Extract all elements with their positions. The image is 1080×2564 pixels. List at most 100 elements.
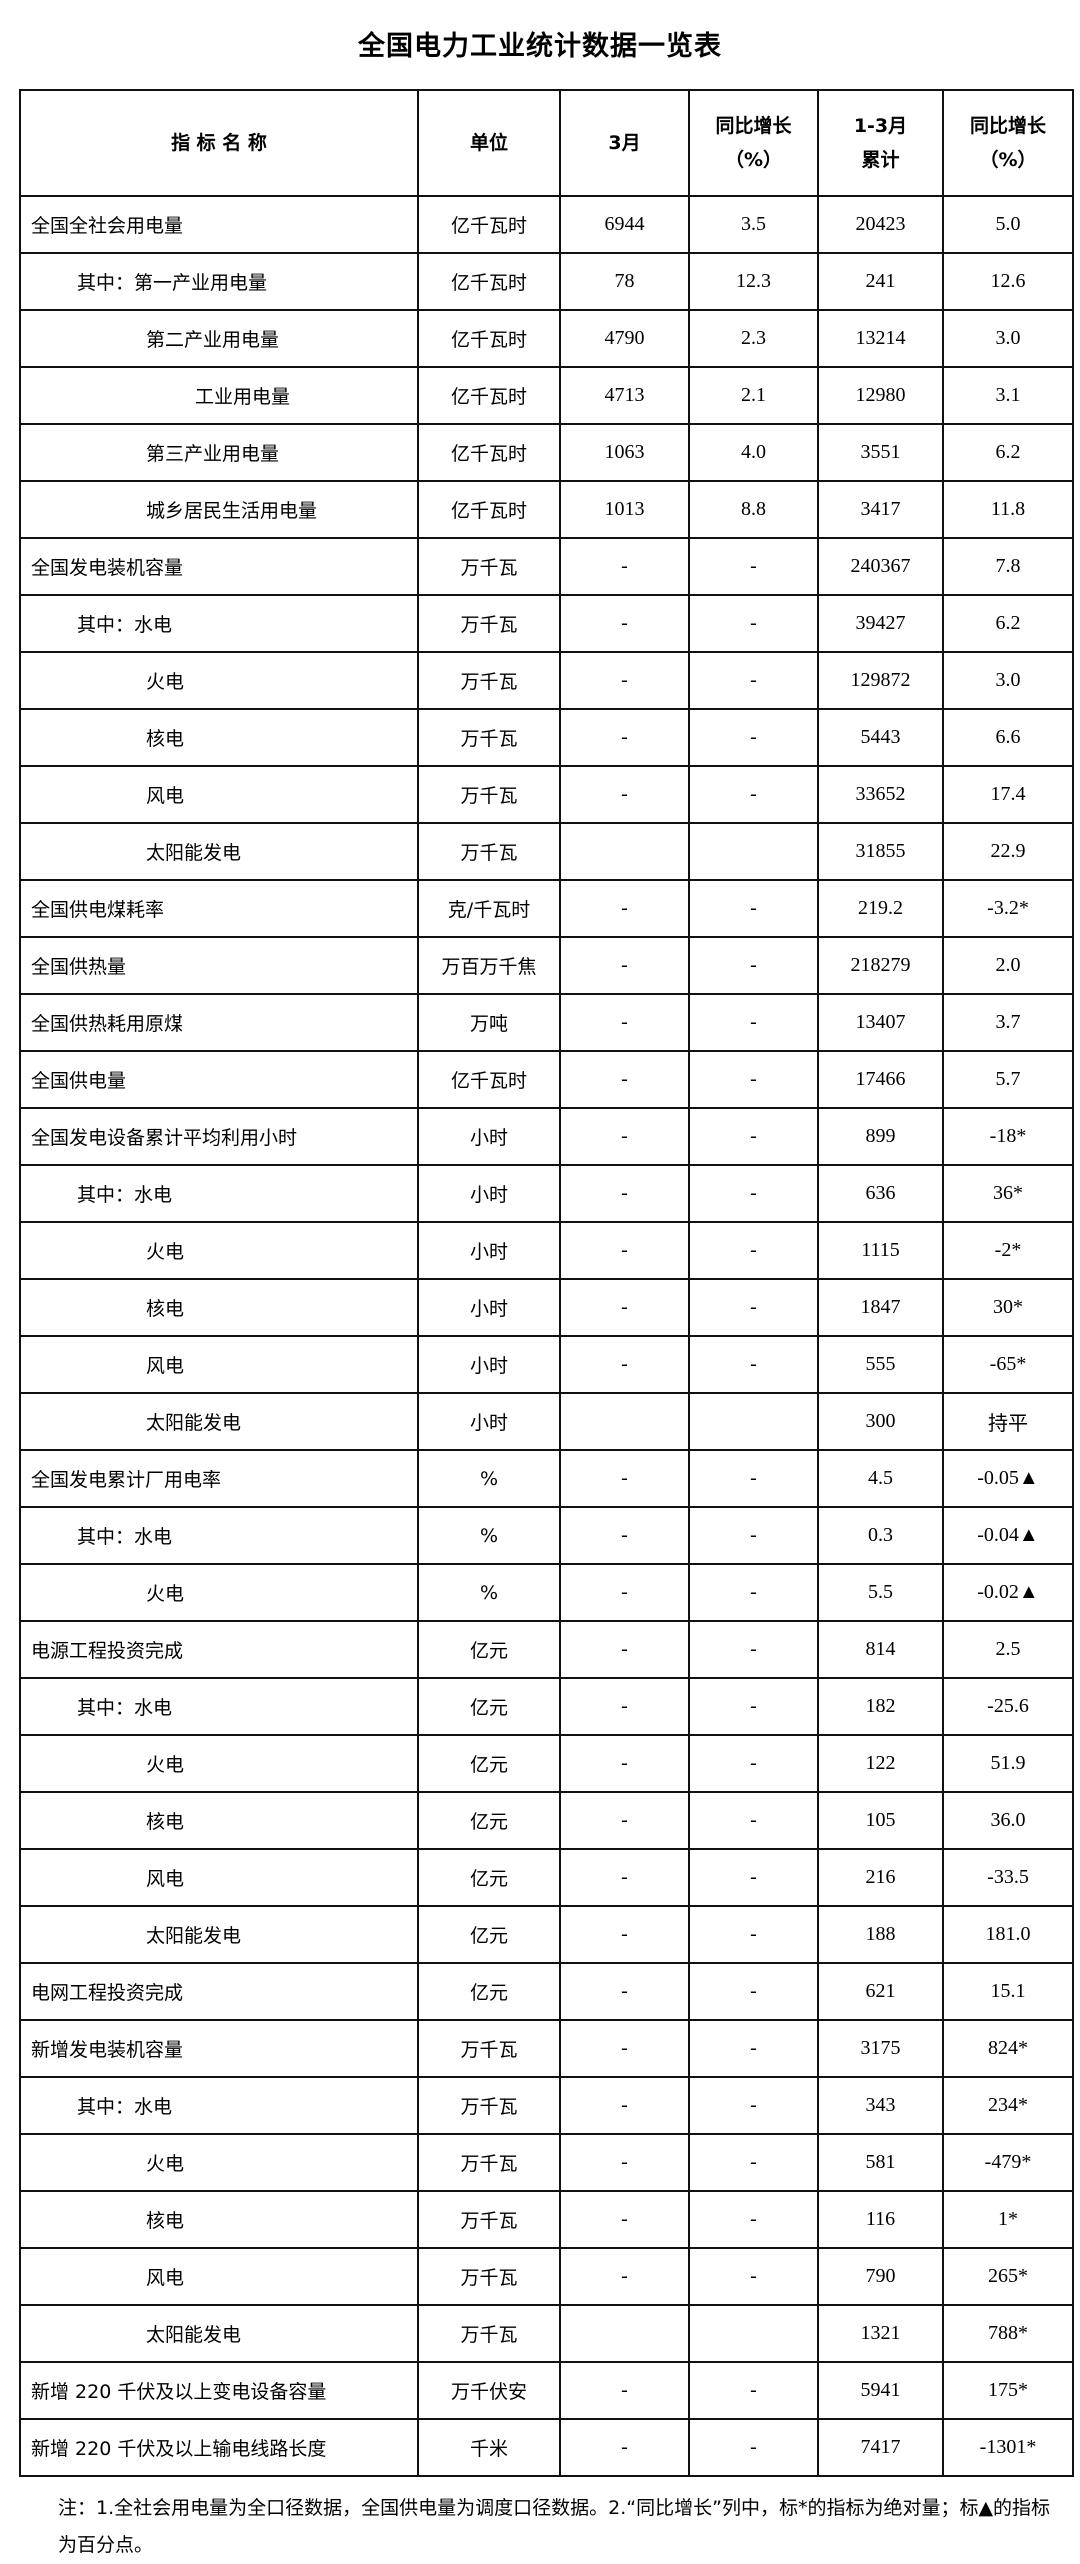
month-yoy-cell: - xyxy=(688,594,819,653)
indicator-cell: 核电 xyxy=(19,1791,419,1850)
unit-cell: 万千瓦 xyxy=(417,651,561,710)
month-value-cell: - xyxy=(559,1164,690,1223)
cumulative-value-cell: 39427 xyxy=(817,594,944,653)
cumulative-value-cell: 5941 xyxy=(817,2361,944,2420)
table-row: 其中：水电 万千瓦 - -39427 6.2 xyxy=(19,594,1074,653)
cumulative-yoy-cell: -33.5 xyxy=(942,1848,1074,1907)
indicator-cell: 太阳能发电 xyxy=(19,822,419,881)
cumulative-yoy-cell: 3.0 xyxy=(942,651,1074,710)
indicator-cell: 其中：水电 xyxy=(19,1677,419,1736)
month-value-cell: - xyxy=(559,1620,690,1679)
indicator-cell: 城乡居民生活用电量 xyxy=(19,480,419,539)
month-yoy-cell: - xyxy=(688,1620,819,1679)
unit-cell: 万千瓦 xyxy=(417,2190,561,2249)
month-value-cell: - xyxy=(559,2019,690,2078)
month-yoy-cell xyxy=(688,1392,819,1451)
table-row: 全国全社会用电量 亿千瓦时 6944 3.5 20423 5.0 xyxy=(19,195,1074,254)
cumulative-value-cell: 17466 xyxy=(817,1050,944,1109)
indicator-cell: 太阳能发电 xyxy=(19,2304,419,2363)
unit-cell: 万千瓦 xyxy=(417,822,561,881)
unit-cell: 小时 xyxy=(417,1278,561,1337)
month-value-cell: - xyxy=(559,1107,690,1166)
statistics-table: 指 标 名 称单位 3月 同比增长 （%） 1-3月 累计 同比增长 （%） 全国全社会… xyxy=(19,89,1074,2477)
cumulative-yoy-cell: 265* xyxy=(942,2247,1074,2306)
table-row: 全国供热耗用原煤 万吨 - -13407 3.7 xyxy=(19,993,1074,1052)
table-row: 城乡居民生活用电量 亿千瓦时 1013 8.8 3417 11.8 xyxy=(19,480,1074,539)
cumulative-yoy-cell: 175* xyxy=(942,2361,1074,2420)
unit-cell: 万千瓦 xyxy=(417,2304,561,2363)
month-value-cell: - xyxy=(559,1734,690,1793)
month-yoy-cell: - xyxy=(688,936,819,995)
table-row: 其中：第一产业用电量 亿千瓦时 78 12.3 241 12.6 xyxy=(19,252,1074,311)
cumulative-value-cell: 116 xyxy=(817,2190,944,2249)
table-row: 全国发电累计厂用电率% - -4.5 -0.05▲ xyxy=(19,1449,1074,1508)
cumulative-value-cell: 188 xyxy=(817,1905,944,1964)
indicator-cell: 其中：水电 xyxy=(19,1506,419,1565)
indicator-cell: 核电 xyxy=(19,708,419,767)
unit-cell: 万千瓦 xyxy=(417,708,561,767)
cumulative-yoy-cell: 234* xyxy=(942,2076,1074,2135)
unit-cell: 万千瓦 xyxy=(417,2133,561,2192)
table-row: 风电 万千瓦 - -33652 17.4 xyxy=(19,765,1074,824)
unit-cell: % xyxy=(417,1449,561,1508)
month-yoy-cell: - xyxy=(688,708,819,767)
month-value-cell: 1013 xyxy=(559,480,690,539)
table-row: 风电 亿元 - -216 -33.5 xyxy=(19,1848,1074,1907)
month-value-cell: - xyxy=(559,1278,690,1337)
month-value-cell: - xyxy=(559,1449,690,1508)
cumulative-yoy-cell: -1301* xyxy=(942,2418,1074,2477)
indicator-cell: 电网工程投资完成 xyxy=(19,1962,419,2021)
unit-cell: 万千伏安 xyxy=(417,2361,561,2420)
unit-cell: 克/千瓦时 xyxy=(417,879,561,938)
cumulative-value-cell: 122 xyxy=(817,1734,944,1793)
unit-cell: 万千瓦 xyxy=(417,537,561,596)
month-value-cell: - xyxy=(559,594,690,653)
table-row: 全国供电量 亿千瓦时 - -17466 5.7 xyxy=(19,1050,1074,1109)
month-yoy-cell: - xyxy=(688,1791,819,1850)
indicator-cell: 全国供电量 xyxy=(19,1050,419,1109)
indicator-cell: 核电 xyxy=(19,1278,419,1337)
month-yoy-cell: - xyxy=(688,1278,819,1337)
header-month-yoy: 同比增长 （%） xyxy=(688,89,819,197)
table-row: 火电% - -5.5 -0.02▲ xyxy=(19,1563,1074,1622)
unit-cell: 万千瓦 xyxy=(417,765,561,824)
table-row: 新增 220 千伏及以上变电设备容量 万千伏安 - -5941 175* xyxy=(19,2361,1074,2420)
indicator-cell: 全国发电设备累计平均利用小时 xyxy=(19,1107,419,1166)
unit-cell: 小时 xyxy=(417,1221,561,1280)
month-yoy-cell: - xyxy=(688,879,819,938)
cumulative-value-cell: 555 xyxy=(817,1335,944,1394)
month-yoy-cell: - xyxy=(688,1221,819,1280)
header-month: 3月 xyxy=(559,89,690,197)
indicator-cell: 新增 220 千伏及以上输电线路长度 xyxy=(19,2418,419,2477)
month-yoy-cell: - xyxy=(688,2076,819,2135)
month-value-cell xyxy=(559,2304,690,2363)
month-value-cell: 1063 xyxy=(559,423,690,482)
unit-cell: 亿千瓦时 xyxy=(417,366,561,425)
indicator-cell: 其中：水电 xyxy=(19,2076,419,2135)
month-value-cell: 4713 xyxy=(559,366,690,425)
cumulative-value-cell: 219.2 xyxy=(817,879,944,938)
month-yoy-cell: - xyxy=(688,1734,819,1793)
indicator-cell: 风电 xyxy=(19,1848,419,1907)
cumulative-value-cell: 105 xyxy=(817,1791,944,1850)
month-yoy-cell: 2.3 xyxy=(688,309,819,368)
cumulative-yoy-cell: 15.1 xyxy=(942,1962,1074,2021)
table-row: 火电 小时 - -1115 -2* xyxy=(19,1221,1074,1280)
cumulative-yoy-cell: 788* xyxy=(942,2304,1074,2363)
indicator-cell: 火电 xyxy=(19,1221,419,1280)
table-row: 全国发电装机容量 万千瓦 - -240367 7.8 xyxy=(19,537,1074,596)
cumulative-value-cell: 241 xyxy=(817,252,944,311)
cumulative-yoy-cell: -65* xyxy=(942,1335,1074,1394)
month-value-cell: - xyxy=(559,2247,690,2306)
unit-cell: 万千瓦 xyxy=(417,2019,561,2078)
month-value-cell: - xyxy=(559,2361,690,2420)
month-value-cell xyxy=(559,1392,690,1451)
table-row: 电网工程投资完成 亿元 - -621 15.1 xyxy=(19,1962,1074,2021)
unit-cell: % xyxy=(417,1506,561,1565)
cumulative-yoy-cell: 7.8 xyxy=(942,537,1074,596)
unit-cell: 亿千瓦时 xyxy=(417,480,561,539)
unit-cell: 千米 xyxy=(417,2418,561,2477)
month-yoy-cell xyxy=(688,822,819,881)
cumulative-yoy-cell: -25.6 xyxy=(942,1677,1074,1736)
cumulative-yoy-cell: -0.05▲ xyxy=(942,1449,1074,1508)
